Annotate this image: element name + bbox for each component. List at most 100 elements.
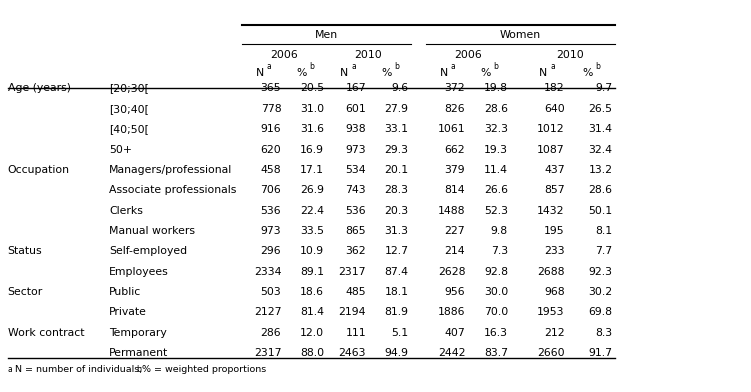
Text: 826: 826 — [445, 104, 466, 114]
Text: 973: 973 — [261, 226, 282, 236]
Text: 640: 640 — [544, 104, 565, 114]
Text: 8.1: 8.1 — [596, 226, 613, 236]
Text: 2334: 2334 — [254, 267, 282, 277]
Text: 167: 167 — [345, 83, 366, 93]
Text: 9.8: 9.8 — [491, 226, 508, 236]
Text: %: % — [481, 68, 491, 78]
Text: 20.1: 20.1 — [385, 165, 409, 175]
Text: 11.4: 11.4 — [484, 165, 508, 175]
Text: 2194: 2194 — [339, 307, 366, 318]
Text: 916: 916 — [261, 124, 282, 134]
Text: 372: 372 — [445, 83, 466, 93]
Text: 50.1: 50.1 — [588, 205, 613, 216]
Text: 2010: 2010 — [354, 50, 382, 60]
Text: 1012: 1012 — [537, 124, 565, 134]
Text: 968: 968 — [544, 287, 565, 297]
Text: 182: 182 — [544, 83, 565, 93]
Text: 2688: 2688 — [537, 267, 565, 277]
Text: 362: 362 — [345, 246, 366, 256]
Text: 28.6: 28.6 — [589, 185, 613, 195]
Text: [20;30[: [20;30[ — [109, 83, 149, 93]
Text: 9.6: 9.6 — [391, 83, 409, 93]
Text: 30.2: 30.2 — [588, 287, 613, 297]
Text: 27.9: 27.9 — [385, 104, 409, 114]
Text: N: N — [255, 68, 264, 78]
Text: b: b — [493, 62, 498, 71]
Text: b: b — [309, 62, 314, 71]
Text: Work contract: Work contract — [8, 328, 84, 338]
Text: 30.0: 30.0 — [484, 287, 508, 297]
Text: 379: 379 — [445, 165, 466, 175]
Text: 32.3: 32.3 — [484, 124, 508, 134]
Text: 601: 601 — [345, 104, 366, 114]
Text: 458: 458 — [261, 165, 282, 175]
Text: 212: 212 — [544, 328, 565, 338]
Text: 18.1: 18.1 — [385, 287, 409, 297]
Text: 20.5: 20.5 — [300, 83, 324, 93]
Text: 89.1: 89.1 — [300, 267, 324, 277]
Text: 12.7: 12.7 — [385, 246, 409, 256]
Text: 2628: 2628 — [438, 267, 466, 277]
Text: 620: 620 — [261, 145, 282, 154]
Text: 2463: 2463 — [339, 348, 366, 358]
Text: 973: 973 — [345, 145, 366, 154]
Text: %: % — [382, 68, 392, 78]
Text: 195: 195 — [544, 226, 565, 236]
Text: 2317: 2317 — [254, 348, 282, 358]
Text: 743: 743 — [345, 185, 366, 195]
Text: 31.3: 31.3 — [385, 226, 409, 236]
Text: 26.6: 26.6 — [484, 185, 508, 195]
Text: N: N — [340, 68, 348, 78]
Text: N: N — [538, 68, 547, 78]
Text: Managers/professional: Managers/professional — [109, 165, 232, 175]
Text: %: % — [297, 68, 307, 78]
Text: 87.4: 87.4 — [385, 267, 409, 277]
Text: 18.6: 18.6 — [300, 287, 324, 297]
Text: 22.4: 22.4 — [300, 205, 324, 216]
Text: 286: 286 — [261, 328, 282, 338]
Text: 33.5: 33.5 — [300, 226, 324, 236]
Text: 814: 814 — [445, 185, 466, 195]
Text: b: b — [394, 62, 399, 71]
Text: 2317: 2317 — [339, 267, 366, 277]
Text: 7.7: 7.7 — [596, 246, 613, 256]
Text: a: a — [451, 62, 456, 71]
Text: 2010: 2010 — [556, 50, 584, 60]
Text: Status: Status — [8, 246, 42, 256]
Text: 9.7: 9.7 — [596, 83, 613, 93]
Text: 111: 111 — [345, 328, 366, 338]
Text: 94.9: 94.9 — [385, 348, 409, 358]
Text: 17.1: 17.1 — [300, 165, 324, 175]
Text: 7.3: 7.3 — [491, 246, 508, 256]
Text: 407: 407 — [445, 328, 466, 338]
Text: 503: 503 — [261, 287, 282, 297]
Text: 26.9: 26.9 — [300, 185, 324, 195]
Text: 1886: 1886 — [438, 307, 466, 318]
Text: a: a — [267, 62, 272, 71]
Text: Temporary: Temporary — [109, 328, 167, 338]
Text: 31.4: 31.4 — [589, 124, 613, 134]
Text: 69.8: 69.8 — [589, 307, 613, 318]
Text: 1432: 1432 — [537, 205, 565, 216]
Text: 50+: 50+ — [109, 145, 132, 154]
Text: 227: 227 — [445, 226, 466, 236]
Text: 19.8: 19.8 — [484, 83, 508, 93]
Text: Permanent: Permanent — [109, 348, 168, 358]
Text: 31.0: 31.0 — [300, 104, 324, 114]
Text: 70.0: 70.0 — [484, 307, 508, 318]
Text: 32.4: 32.4 — [589, 145, 613, 154]
Text: 865: 865 — [345, 226, 366, 236]
Text: 92.3: 92.3 — [589, 267, 613, 277]
Text: 26.5: 26.5 — [589, 104, 613, 114]
Text: 31.6: 31.6 — [300, 124, 324, 134]
Text: 956: 956 — [445, 287, 466, 297]
Text: 91.7: 91.7 — [589, 348, 613, 358]
Text: 81.9: 81.9 — [385, 307, 409, 318]
Text: 662: 662 — [445, 145, 466, 154]
Text: 857: 857 — [544, 185, 565, 195]
Text: 706: 706 — [261, 185, 282, 195]
Text: 8.3: 8.3 — [596, 328, 613, 338]
Text: 16.3: 16.3 — [484, 328, 508, 338]
Text: 5.1: 5.1 — [391, 328, 409, 338]
Text: 2660: 2660 — [537, 348, 565, 358]
